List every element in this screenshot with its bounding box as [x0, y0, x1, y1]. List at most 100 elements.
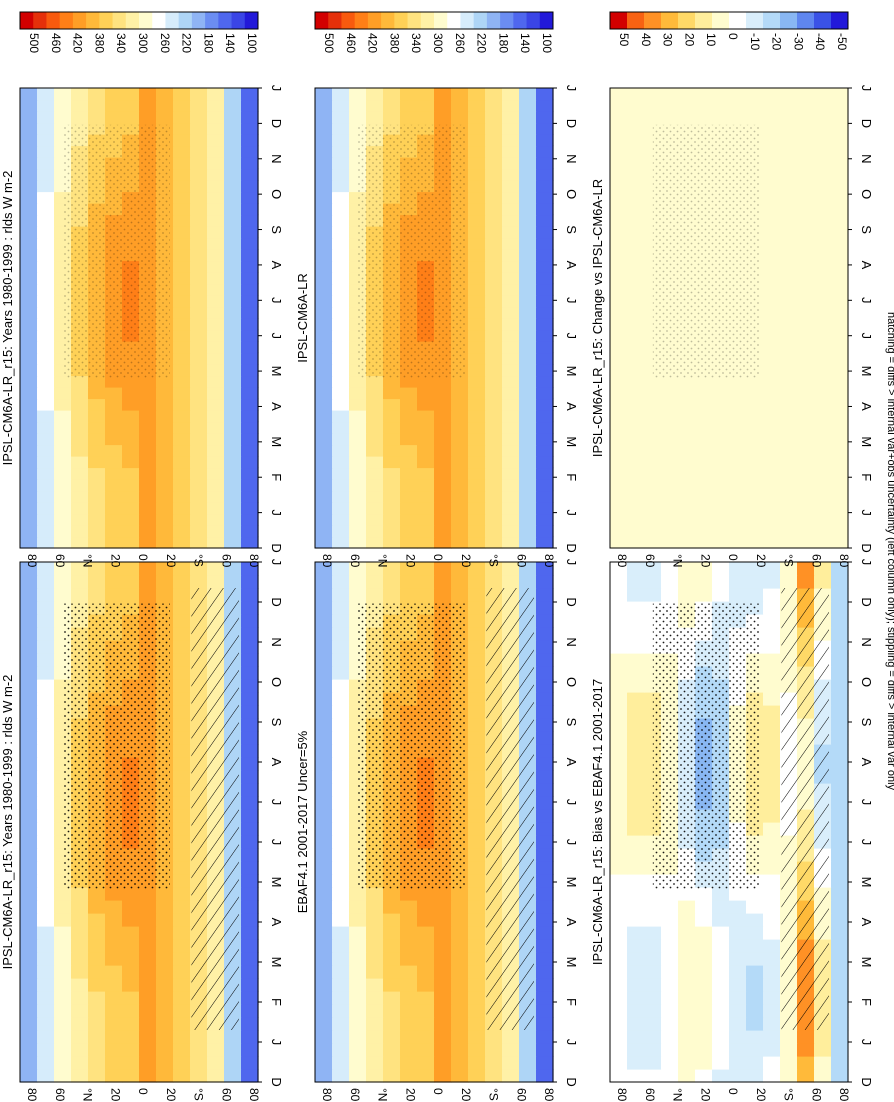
heatmap-cell — [37, 822, 55, 836]
colorbar-tick-label: -50 — [835, 33, 849, 51]
heatmap-cell — [71, 525, 89, 538]
heatmap-cell — [729, 99, 747, 112]
heatmap-cell — [434, 111, 452, 124]
heatmap-cell — [729, 375, 747, 388]
heatmap-cell — [468, 306, 486, 319]
heatmap-cell — [536, 88, 554, 101]
heatmap-cell — [763, 157, 781, 170]
heatmap-cell — [190, 341, 208, 354]
heatmap-cell — [485, 180, 503, 193]
heatmap-cell — [644, 1030, 662, 1044]
heatmap-cell — [729, 456, 747, 469]
heatmap-cell — [54, 421, 72, 434]
heatmap-cell — [661, 375, 679, 388]
heatmap-cell — [763, 653, 781, 667]
y-tick-label: 80 — [320, 554, 334, 568]
heatmap-cell — [536, 887, 554, 901]
heatmap-cell — [315, 705, 333, 719]
x-tick-label: O — [564, 189, 579, 199]
heatmap-cell — [468, 352, 486, 365]
heatmap-cell — [610, 783, 628, 797]
heatmap-cell — [349, 1056, 367, 1070]
heatmap-cell — [712, 1017, 730, 1031]
heatmap-cell — [519, 168, 537, 181]
heatmap-cell — [729, 467, 747, 480]
heatmap-cell — [712, 926, 730, 940]
heatmap-cell — [644, 387, 662, 400]
heatmap-cell — [207, 99, 225, 112]
y-tick-label: °S — [192, 554, 206, 567]
heatmap-cell — [644, 913, 662, 927]
heatmap-cell — [536, 588, 554, 602]
heatmap-cell — [173, 433, 191, 446]
heatmap-cell — [536, 692, 554, 706]
heatmap-cell — [224, 99, 242, 112]
y-tick-label: 20 — [403, 554, 417, 568]
heatmap-cell — [712, 1004, 730, 1018]
heatmap-cell — [71, 99, 89, 112]
heatmap-cell — [349, 467, 367, 480]
heatmap-cell — [627, 822, 645, 836]
heatmap-cell — [797, 490, 815, 503]
heatmap-cell — [88, 536, 106, 549]
heatmap-cell — [383, 952, 401, 966]
heatmap-cell — [627, 705, 645, 719]
heatmap-cell — [536, 410, 554, 423]
heatmap-cell — [54, 575, 72, 589]
heatmap-cell — [627, 433, 645, 446]
heatmap-cell — [712, 887, 730, 901]
heatmap-cell — [814, 456, 832, 469]
heatmap-cell — [71, 588, 89, 602]
heatmap-cell — [610, 900, 628, 914]
heatmap-cell — [627, 900, 645, 914]
heatmap-cell — [610, 1056, 628, 1070]
x-tick-label: J — [269, 559, 284, 566]
heatmap-cell — [610, 1004, 628, 1018]
heatmap-cell — [468, 601, 486, 615]
colorbar-tick-label: 10 — [704, 33, 718, 47]
heatmap-cell — [468, 926, 486, 940]
heatmap-cell — [139, 375, 157, 388]
stippling-overlay — [357, 603, 465, 890]
heatmap-cell — [37, 614, 55, 628]
heatmap-cell — [485, 191, 503, 204]
heatmap-cell — [468, 809, 486, 823]
heatmap-cell — [332, 1030, 350, 1044]
heatmap-cell — [797, 1030, 815, 1044]
heatmap-cell — [366, 410, 384, 423]
heatmap-cell — [366, 467, 384, 480]
heatmap-cell — [468, 191, 486, 204]
heatmap-cell — [831, 627, 849, 641]
heatmap-cell — [536, 122, 554, 135]
heatmap-cell — [366, 926, 384, 940]
heatmap-cell — [695, 939, 713, 953]
heatmap-cell — [502, 203, 520, 216]
heatmap-cell — [20, 237, 38, 250]
heatmap-cell — [763, 1017, 781, 1031]
heatmap-cell — [434, 1069, 452, 1083]
heatmap-cell — [780, 387, 798, 400]
heatmap-cell — [610, 364, 628, 377]
y-tick-label: 0 — [726, 1088, 740, 1095]
heatmap-cell — [417, 913, 435, 927]
x-tick-label: M — [269, 436, 284, 447]
heatmap-cell — [349, 398, 367, 411]
heatmap-cell — [37, 679, 55, 693]
heatmap-cell — [695, 1017, 713, 1031]
heatmap-cell — [661, 502, 679, 515]
heatmap-cell — [536, 260, 554, 273]
heatmap-cell — [434, 502, 452, 515]
heatmap-cell — [173, 191, 191, 204]
heatmap-cell — [780, 479, 798, 492]
heatmap-cell — [173, 627, 191, 641]
heatmap-cell — [485, 99, 503, 112]
heatmap-cell — [349, 433, 367, 446]
heatmap-cell — [627, 744, 645, 758]
heatmap-cell — [332, 1004, 350, 1018]
y-tick-label: 20 — [108, 1088, 122, 1102]
heatmap-cell — [417, 1056, 435, 1070]
heatmap-cell — [400, 1056, 418, 1070]
heatmap-cell — [712, 410, 730, 423]
heatmap-cell — [468, 134, 486, 147]
heatmap-cell — [88, 456, 106, 469]
